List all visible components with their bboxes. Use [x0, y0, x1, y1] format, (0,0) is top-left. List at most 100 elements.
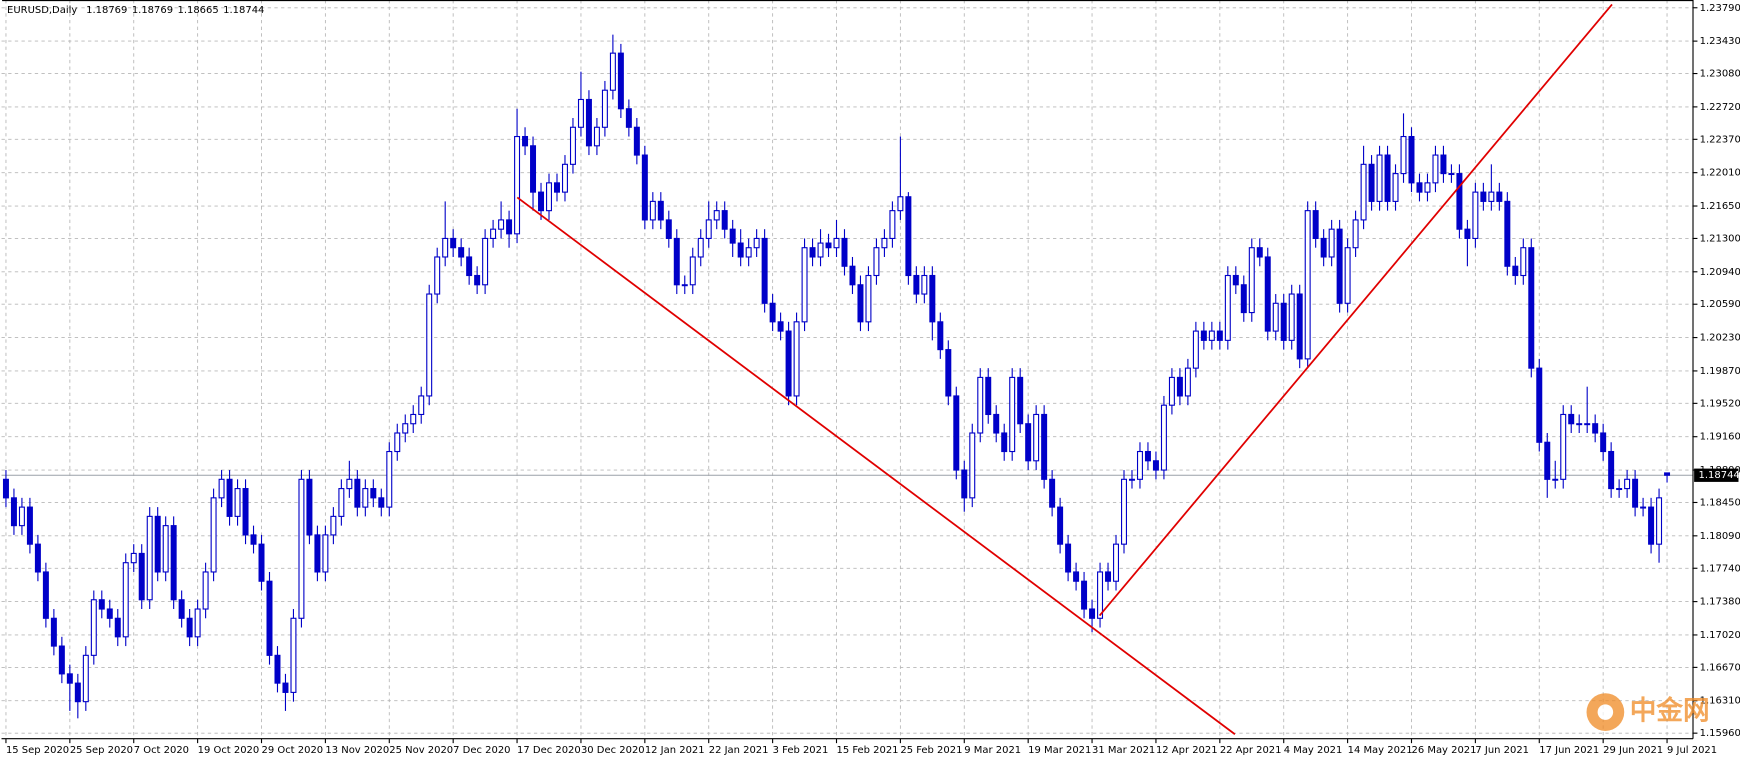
candle-body	[769, 302, 776, 323]
candle-body	[1392, 173, 1399, 202]
candle-body	[1296, 293, 1303, 360]
candle-body	[450, 237, 457, 249]
trend-line	[516, 196, 1236, 735]
candle-body	[817, 242, 824, 258]
candle-body	[1592, 423, 1599, 434]
x-tick-label: 9 Mar 2021	[964, 745, 1021, 756]
candle-body	[1576, 423, 1583, 426]
candle-body	[1057, 506, 1064, 545]
candle-body	[250, 534, 257, 545]
candle-body	[1544, 441, 1551, 480]
candle-body	[849, 265, 856, 286]
candle-body	[1144, 450, 1151, 462]
candle-body	[338, 488, 345, 517]
candle-body	[458, 247, 465, 258]
candle-body	[186, 617, 193, 638]
candle-body	[985, 376, 992, 416]
x-tick-label: 3 Feb 2021	[773, 745, 829, 756]
candle-body	[418, 395, 425, 416]
candle-body	[538, 191, 545, 212]
candle-body	[1384, 154, 1391, 202]
x-tick-label: 7 Jun 2021	[1475, 745, 1529, 756]
candle-body	[865, 274, 872, 323]
candle-body	[1264, 256, 1271, 332]
candle-body	[897, 196, 904, 212]
y-tick-label: 1.18090	[1700, 531, 1740, 542]
candle-body	[1160, 404, 1167, 471]
candle-body	[1336, 228, 1343, 304]
x-tick-label: 12 Jan 2021	[645, 745, 705, 756]
candle-body	[577, 98, 584, 128]
candle-body	[1656, 497, 1663, 545]
candle-body	[673, 237, 680, 286]
candle-body	[1009, 376, 1016, 453]
candle-body	[681, 284, 688, 287]
candle-body	[138, 552, 145, 601]
y-tick-label: 1.18450	[1700, 497, 1740, 508]
x-tick-label: 29 Oct 2020	[262, 745, 324, 756]
x-tick-label: 17 Jun 2021	[1539, 745, 1599, 756]
y-tick-label: 1.20940	[1700, 267, 1740, 278]
candle-body	[833, 237, 840, 249]
y-tick-label: 1.20590	[1700, 299, 1740, 310]
x-tick-label: 17 Dec 2020	[517, 745, 581, 756]
candle-body	[1033, 413, 1040, 462]
y-tick-label: 1.23430	[1700, 36, 1740, 47]
y-tick-label: 1.19520	[1700, 398, 1740, 409]
y-tick-label: 1.19870	[1700, 366, 1740, 377]
candle-body	[442, 237, 449, 258]
candle-body	[873, 247, 880, 277]
candle-body	[721, 210, 728, 230]
candle-body	[146, 515, 153, 601]
candle-body	[1025, 423, 1032, 462]
candle-body	[1065, 543, 1072, 573]
candle-body	[122, 562, 129, 638]
candle-body	[1001, 432, 1008, 453]
candle-body	[114, 617, 121, 638]
candle-body	[1152, 460, 1159, 471]
y-tick-label: 1.15960	[1700, 728, 1740, 739]
symbol: EURUSD,Daily	[7, 5, 77, 16]
candle-body	[1488, 191, 1495, 202]
y-tick-label: 1.19160	[1700, 432, 1740, 443]
x-tick-label: 22 Apr 2021	[1220, 745, 1282, 756]
watermark-logo	[1597, 704, 1614, 720]
candle-body	[514, 135, 521, 235]
y-tick-label: 1.23790	[1700, 3, 1740, 14]
candle-body	[561, 163, 568, 193]
candle-body	[785, 330, 792, 397]
candle-body	[1616, 488, 1623, 491]
x-tick-label: 25 Sep 2020	[70, 745, 133, 756]
candle-body	[1344, 247, 1351, 304]
candle-body	[178, 599, 185, 619]
candle-body	[234, 488, 241, 517]
candle-body	[977, 376, 984, 434]
candle-body	[1248, 247, 1255, 314]
candle-body	[58, 645, 65, 675]
candle-body	[937, 321, 944, 351]
candle-body	[1632, 478, 1639, 508]
y-tick-label: 1.21300	[1700, 233, 1740, 244]
candle-body	[426, 293, 433, 397]
watermark-text: 中金网	[1630, 696, 1710, 727]
candle-body	[466, 256, 473, 277]
candle-body	[1184, 367, 1191, 397]
candle-body	[1136, 450, 1143, 480]
candle-body	[434, 256, 441, 295]
candle-body	[530, 145, 537, 193]
x-tick-label: 22 Jan 2021	[709, 745, 769, 756]
candle-body	[929, 274, 936, 323]
candle-body	[777, 321, 784, 332]
candle-body	[154, 515, 161, 573]
candle-body	[42, 571, 49, 619]
candle-body	[162, 525, 169, 573]
candle-body	[1128, 478, 1135, 481]
candle-body	[745, 247, 752, 258]
candle-body	[1304, 210, 1311, 360]
candle-body	[330, 515, 337, 536]
candle-body	[1328, 228, 1335, 258]
candle-body	[362, 488, 369, 508]
candle-body	[194, 608, 201, 638]
